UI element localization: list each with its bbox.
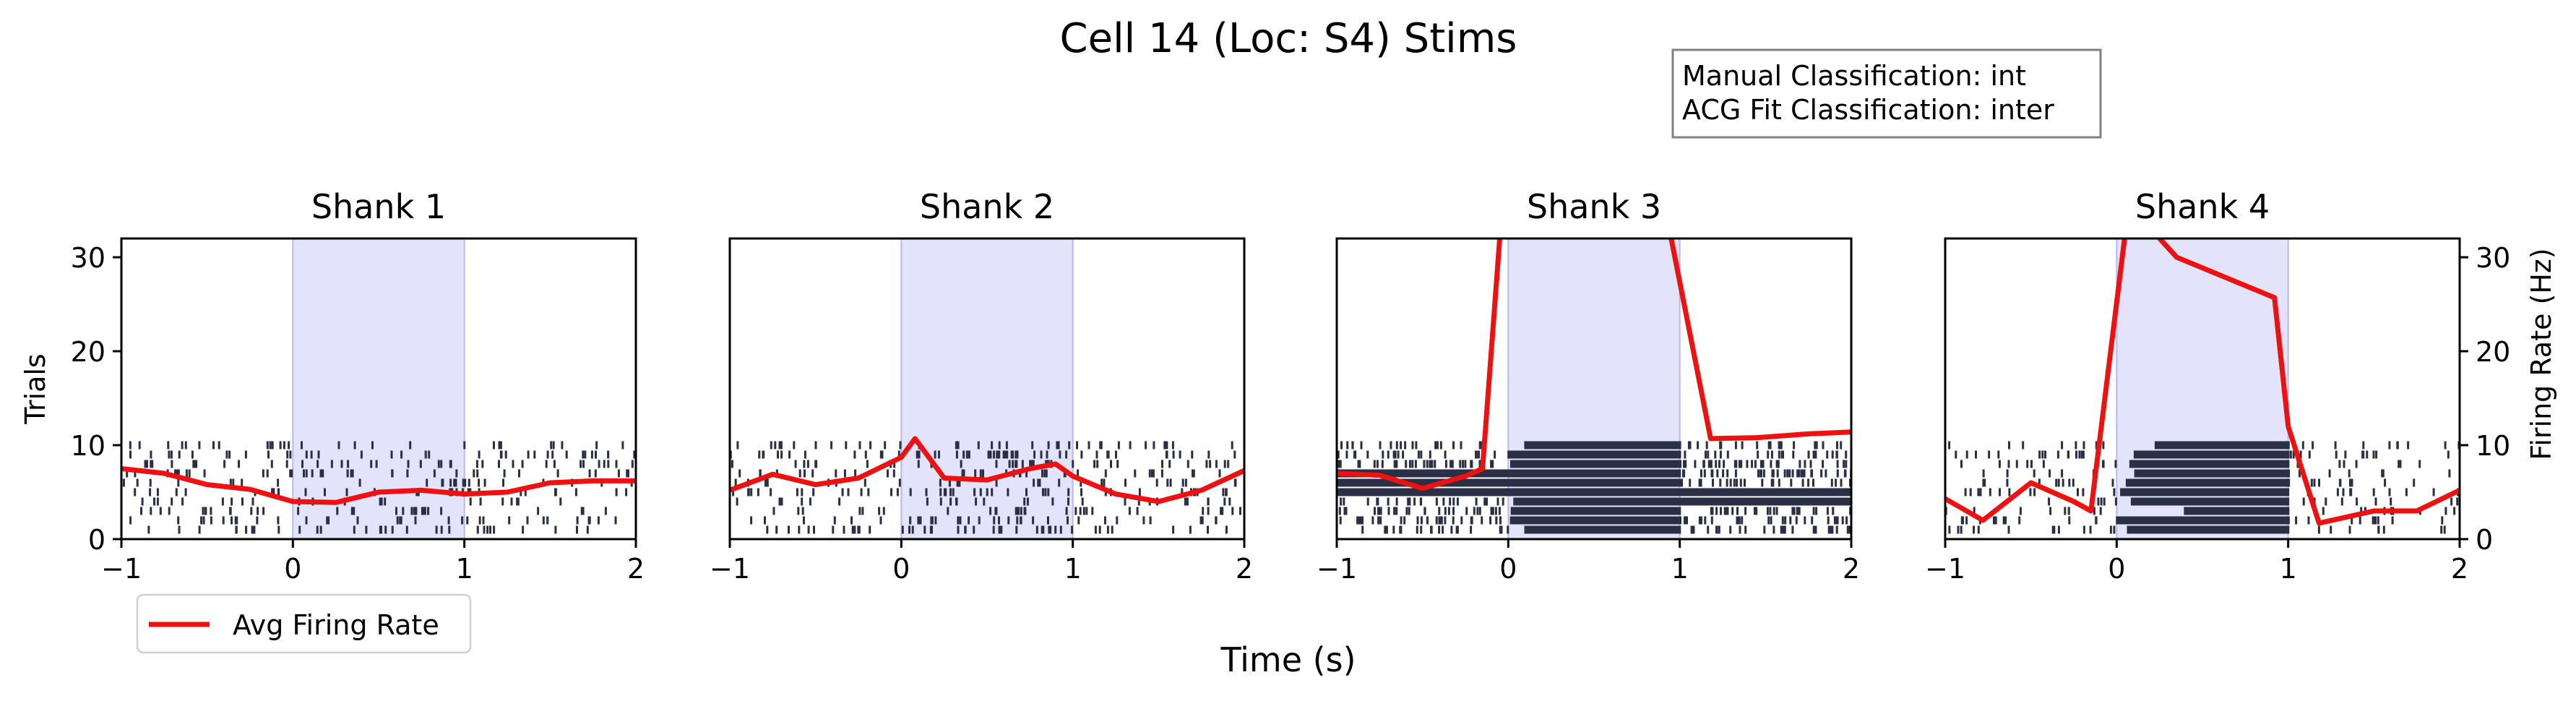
x-tick-label: 1 bbox=[1064, 553, 1082, 585]
axes-frame bbox=[728, 237, 1246, 541]
acg-classification-text: ACG Fit Classification: inter bbox=[1682, 94, 2054, 126]
classification-box: Manual Classification: int ACG Fit Class… bbox=[1671, 48, 2102, 139]
y-axis-label-trials: Trials bbox=[20, 353, 51, 424]
firing-rate-line bbox=[1337, 238, 1851, 491]
panel-2: −1 0 1 2 Shank 2 bbox=[710, 187, 1253, 585]
legend-label-avg-firing-rate: Avg Firing Rate bbox=[233, 609, 439, 641]
panel-title: Shank 2 bbox=[920, 187, 1054, 226]
y-tick-label: 30 bbox=[71, 242, 105, 274]
axes-frame bbox=[120, 237, 637, 541]
manual-classification-text: Manual Classification: int bbox=[1682, 60, 2026, 92]
x-tick-label: 0 bbox=[284, 553, 301, 585]
raster-ticks bbox=[1945, 441, 2460, 534]
panel-title: Shank 1 bbox=[311, 187, 446, 226]
y-tick-label: 20 bbox=[2476, 336, 2510, 368]
x-tick-label: 2 bbox=[1843, 553, 1860, 585]
y-tick-label: 30 bbox=[2476, 242, 2510, 274]
figure-title: Cell 14 (Loc: S4) Stims bbox=[1060, 15, 1517, 62]
legend: Avg Firing Rate bbox=[136, 593, 472, 654]
x-axis-label: Time (s) bbox=[1220, 640, 1356, 679]
x-tick-label: 0 bbox=[892, 553, 910, 585]
raster bbox=[730, 441, 1241, 534]
x-tick-label: −1 bbox=[710, 553, 750, 585]
y-tick-label: 0 bbox=[2476, 524, 2493, 556]
x-tick-label: −1 bbox=[101, 553, 142, 585]
y-axis-label-firing-rate: Firing Rate (Hz) bbox=[2525, 248, 2557, 460]
x-tick-label: 1 bbox=[456, 553, 473, 585]
y-tick-label: 0 bbox=[88, 524, 105, 556]
y-tick-label: 10 bbox=[2476, 430, 2510, 462]
x-tick-label: 1 bbox=[2280, 553, 2297, 585]
x-tick-label: 0 bbox=[2108, 553, 2125, 585]
firing-rate-line bbox=[730, 436, 1244, 504]
x-tick-label: 2 bbox=[627, 553, 645, 585]
panel-title: Shank 4 bbox=[2135, 187, 2270, 226]
x-tick-label: 0 bbox=[1499, 553, 1517, 585]
raster bbox=[1945, 441, 2460, 534]
axes-frame bbox=[1335, 237, 1853, 541]
y-tick-label: 20 bbox=[71, 336, 105, 368]
firing-rate-line bbox=[1945, 238, 2460, 526]
x-tick-label: 2 bbox=[2451, 553, 2468, 585]
firing-rate-line bbox=[121, 466, 636, 505]
axes-frame bbox=[1944, 237, 2461, 541]
x-tick-label: −1 bbox=[1925, 553, 1965, 585]
panel-title: Shank 3 bbox=[1527, 187, 1661, 226]
y-tick-label: 10 bbox=[71, 430, 105, 462]
x-tick-label: −1 bbox=[1317, 553, 1357, 585]
x-tick-label: 2 bbox=[1236, 553, 1253, 585]
panel-3: −1 0 1 2 Shank 3 bbox=[1317, 187, 1860, 585]
raster-ticks bbox=[730, 441, 1241, 534]
x-tick-label: 1 bbox=[1671, 553, 1689, 585]
